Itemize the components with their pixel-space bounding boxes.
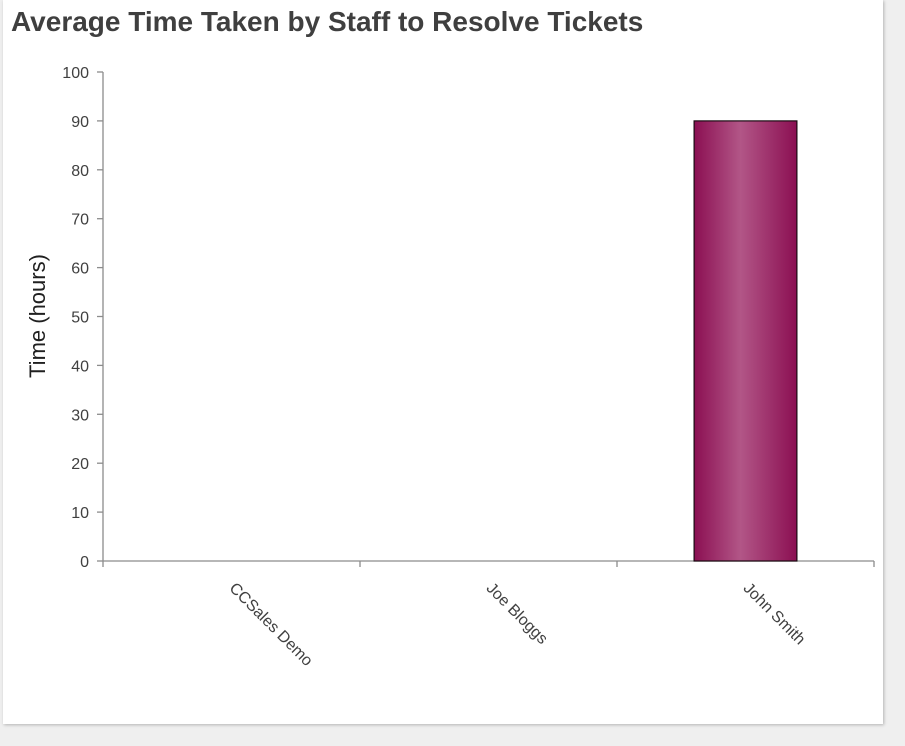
x-tick-label: Joe Bloggs bbox=[483, 580, 551, 648]
y-tick-label: 0 bbox=[80, 554, 89, 571]
y-tick-label: 30 bbox=[71, 407, 89, 424]
y-tick-label: 20 bbox=[71, 456, 89, 473]
y-tick-label: 100 bbox=[62, 65, 89, 82]
x-tick-label: John Smith bbox=[740, 580, 809, 649]
y-tick-label: 60 bbox=[71, 261, 89, 278]
y-tick-label: 50 bbox=[71, 310, 89, 327]
x-tick-label: CCSales Demo bbox=[226, 580, 316, 670]
y-tick-label: 90 bbox=[71, 114, 89, 131]
bar-john-smith bbox=[693, 120, 798, 562]
y-tick-label: 70 bbox=[71, 212, 89, 229]
y-tick-label: 80 bbox=[71, 163, 89, 180]
y-axis-title: Time (hours) bbox=[25, 254, 50, 378]
y-tick-label: 40 bbox=[71, 358, 89, 375]
y-tick-label: 10 bbox=[71, 505, 89, 522]
chart-title: Average Time Taken by Staff to Resolve T… bbox=[11, 6, 644, 37]
